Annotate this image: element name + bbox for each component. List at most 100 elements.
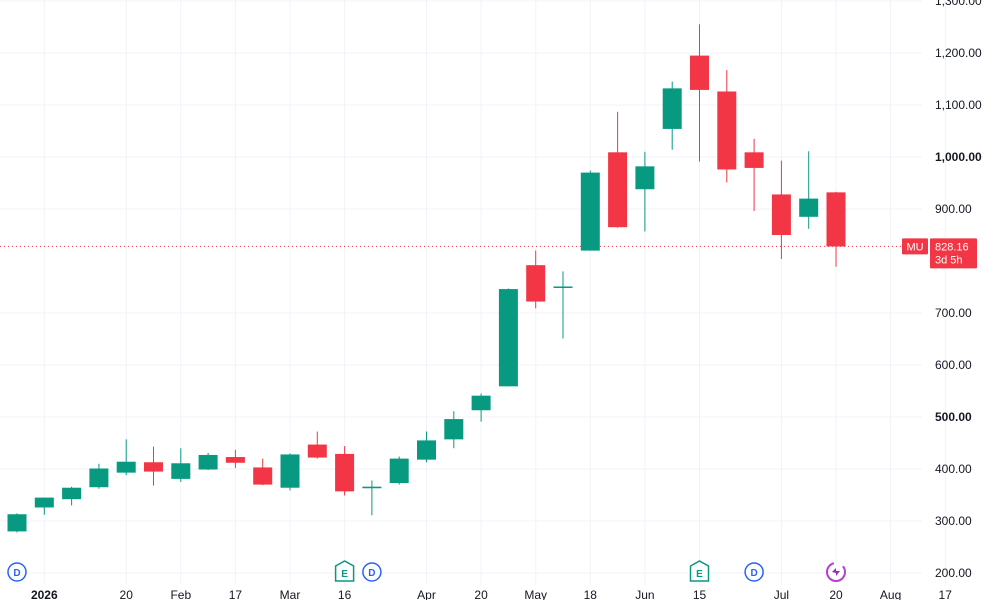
y-tick-label: 400.00 <box>935 462 972 476</box>
candle[interactable] <box>389 456 409 485</box>
candle[interactable] <box>34 497 54 515</box>
candle[interactable] <box>771 160 791 259</box>
x-tick-label: 20 <box>120 588 134 600</box>
grid <box>0 0 946 585</box>
x-tick-label: Mar <box>280 588 301 600</box>
candle-body <box>116 461 136 473</box>
candle[interactable] <box>280 453 300 491</box>
candle[interactable] <box>635 151 655 232</box>
dividend-icon[interactable]: D <box>362 562 382 582</box>
candle-body <box>553 286 573 288</box>
candle-body <box>225 457 245 463</box>
candle[interactable] <box>471 393 491 422</box>
candle-body <box>826 192 846 247</box>
earnings-badge <box>689 560 710 582</box>
ticker-badge <box>902 238 928 255</box>
candle-body <box>89 468 109 488</box>
candle[interactable] <box>362 480 382 516</box>
x-tick-label: Apr <box>417 588 436 600</box>
candle-body <box>389 458 409 484</box>
candle-body <box>307 444 327 458</box>
dividend-badge <box>7 562 27 582</box>
candle[interactable] <box>335 446 355 496</box>
candle-body <box>771 194 791 235</box>
candle[interactable] <box>89 463 109 489</box>
candle[interactable] <box>553 271 573 339</box>
y-tick-label: 500.00 <box>935 410 972 424</box>
spark-glyph <box>832 568 840 576</box>
x-tick-label: 20 <box>829 588 843 600</box>
earnings-badge <box>334 560 355 582</box>
candle-body <box>198 454 218 470</box>
candle[interactable] <box>717 70 737 183</box>
y-tick-label: 600.00 <box>935 358 972 372</box>
candle[interactable] <box>580 170 600 251</box>
dividend-icon[interactable]: D <box>744 562 764 582</box>
y-tick-label: 1,300.00 <box>935 0 982 8</box>
y-tick-label: 1,200.00 <box>935 46 982 60</box>
countdown-label: 3d 5h <box>935 254 963 266</box>
dividend-letter: D <box>368 568 375 579</box>
x-tick-label: Feb <box>170 588 191 600</box>
candle[interactable] <box>826 191 846 267</box>
candle-body <box>34 497 54 508</box>
candle-body <box>662 88 682 129</box>
candle[interactable] <box>799 151 819 229</box>
candles <box>7 24 846 533</box>
candle-body <box>335 453 355 492</box>
candle-body <box>580 172 600 251</box>
candle[interactable] <box>62 486 82 506</box>
candle-body <box>526 265 546 302</box>
candle[interactable] <box>225 449 245 468</box>
dividend-letter: D <box>750 568 757 579</box>
candle-body <box>799 198 819 217</box>
y-tick-label: 300.00 <box>935 514 972 528</box>
candle[interactable] <box>116 439 136 476</box>
dividend-icon[interactable]: D <box>7 562 27 582</box>
earnings-letter: E <box>696 569 703 580</box>
candle[interactable] <box>417 431 436 463</box>
x-tick-label: 16 <box>338 588 352 600</box>
candle[interactable] <box>7 513 27 533</box>
y-tick-label: 200.00 <box>935 566 972 580</box>
spark-icon[interactable] <box>826 562 846 582</box>
candle[interactable] <box>662 81 682 150</box>
candle-body <box>62 487 82 500</box>
earnings-icon[interactable]: E <box>334 560 355 582</box>
candle[interactable] <box>198 452 218 471</box>
x-tick-label: Aug <box>880 588 901 600</box>
candle[interactable] <box>690 24 709 162</box>
candle-body <box>253 467 273 485</box>
candle[interactable] <box>744 138 764 212</box>
y-tick-label: 1,000.00 <box>935 150 982 164</box>
x-tick-label: 18 <box>584 588 598 600</box>
candle[interactable] <box>307 431 327 459</box>
candle[interactable] <box>526 250 546 309</box>
candle-body <box>717 91 737 170</box>
earnings-letter: E <box>341 569 348 580</box>
dividend-badge <box>744 562 764 582</box>
x-tick-label: 17 <box>939 588 953 600</box>
candle-body <box>635 166 655 190</box>
price-badge <box>930 238 977 269</box>
y-axis: 200.00 300.00 400.00 500.00 600.00 700.00 900.… <box>935 0 982 580</box>
x-tick-label: 15 <box>693 588 707 600</box>
candle-body <box>144 462 163 472</box>
x-tick-label: 17 <box>229 588 243 600</box>
candle[interactable] <box>253 458 273 486</box>
candle-body <box>280 454 300 488</box>
candle[interactable] <box>144 446 163 486</box>
candle[interactable] <box>608 111 628 228</box>
candle[interactable] <box>171 448 191 482</box>
candle[interactable] <box>498 288 518 387</box>
x-tick-label: 20 <box>474 588 488 600</box>
candle-body <box>444 419 464 440</box>
x-tick-label: May <box>524 588 547 600</box>
candle[interactable] <box>444 411 464 449</box>
y-tick-label: 900.00 <box>935 202 972 216</box>
earnings-icon[interactable]: E <box>689 560 710 582</box>
